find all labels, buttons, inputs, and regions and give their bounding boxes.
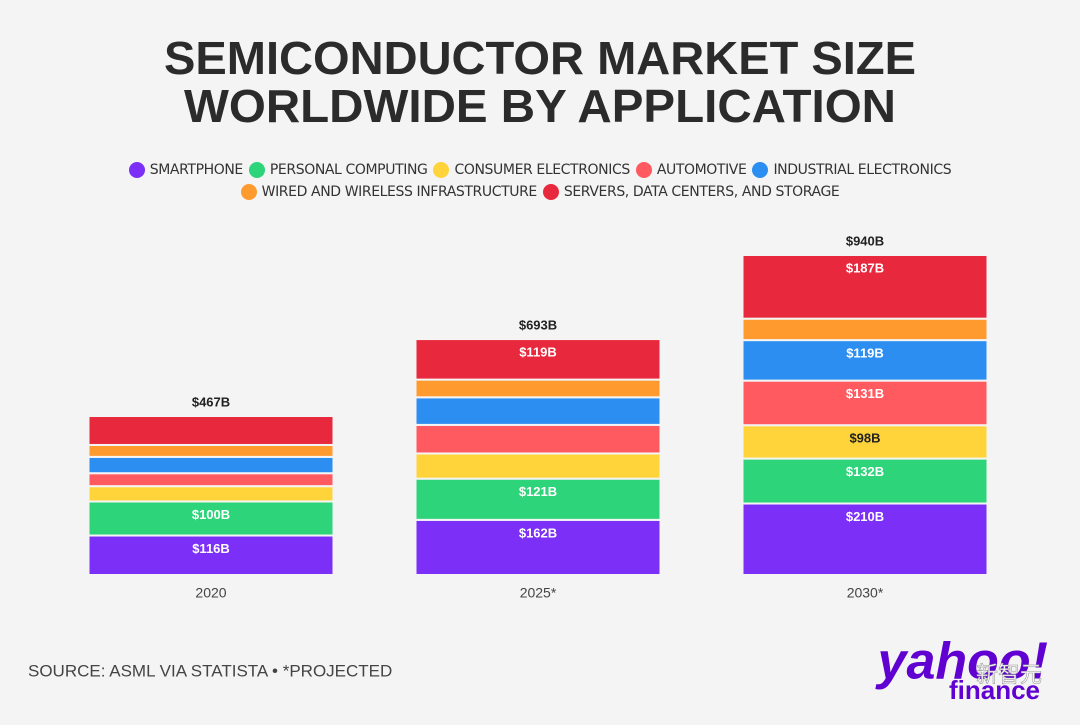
legend-swatch xyxy=(635,162,652,178)
value-label: $131B xyxy=(846,386,884,401)
bar-segment xyxy=(414,338,662,381)
legend-swatch xyxy=(248,162,265,178)
bar-segment xyxy=(741,317,989,342)
legend-item: AUTOMOTIVE xyxy=(635,162,747,178)
bar-segment xyxy=(414,518,662,577)
legend-label: PERSONAL COMPUTING xyxy=(269,162,428,178)
legend: WIRED AND WIRELESS INFRASTRUCTURE SERVERS… xyxy=(0,184,1080,200)
total-label: $940B xyxy=(846,233,884,248)
watermark: 新智元 xyxy=(976,662,1042,687)
legend: SMARTPHONE PERSONAL COMPUTING CONSUMER ELE… xyxy=(0,162,1080,178)
value-label: $132B xyxy=(846,464,884,479)
legend-item: CONSUMER ELECTRONICS xyxy=(433,162,630,178)
total-label: $467B xyxy=(192,394,230,409)
legend-item: INDUSTRIAL ELECTRONICS xyxy=(752,162,952,178)
logo: yahoo! xyxy=(875,633,1048,691)
bar-segment xyxy=(741,457,989,505)
value-label: $119B xyxy=(519,345,557,360)
bar-segment xyxy=(741,424,989,460)
value-label: $210B xyxy=(846,509,884,524)
bar-segment xyxy=(87,472,335,488)
legend-item: SMARTPHONE xyxy=(128,162,244,178)
legend-item: SERVERS, DATA CENTERS, AND STORAGE xyxy=(542,184,840,200)
value-label: $100B xyxy=(192,507,230,522)
value-label: $119B xyxy=(846,346,884,361)
source-note: SOURCE: ASML VIA STATISTA • *PROJECTED xyxy=(28,661,392,680)
legend-item: PERSONAL COMPUTING xyxy=(248,162,428,178)
x-tick-label: 2025* xyxy=(520,585,557,601)
value-label: $116B xyxy=(192,541,230,556)
bar-segment xyxy=(741,339,989,382)
value-label: $162B xyxy=(519,525,557,540)
chart-title: SEMICONDUCTOR MARKET SIZE xyxy=(164,32,916,84)
chart-title: WORLDWIDE BY APPLICATION xyxy=(184,80,896,132)
bar-segment xyxy=(87,415,335,446)
legend-swatch xyxy=(128,162,145,178)
bar-segment xyxy=(87,455,335,475)
legend-label: INDUSTRIAL ELECTRONICS xyxy=(773,162,952,178)
bar-segment xyxy=(414,396,662,426)
bar-segment xyxy=(741,502,989,577)
legend-item: WIRED AND WIRELESS INFRASTRUCTURE xyxy=(240,184,538,200)
legend-label: WIRED AND WIRELESS INFRASTRUCTURE xyxy=(261,184,538,200)
legend-swatch xyxy=(752,162,769,178)
legend-swatch xyxy=(542,184,559,200)
logo: finance xyxy=(949,675,1040,705)
bar-segment xyxy=(87,485,335,503)
x-tick-label: 2030* xyxy=(847,585,884,601)
x-tick-label: 2020 xyxy=(195,585,226,601)
legend-swatch xyxy=(433,162,450,178)
value-label: $187B xyxy=(846,260,884,275)
bar-segment xyxy=(87,500,335,537)
total-label: $693B xyxy=(519,318,557,333)
legend-label: SMARTPHONE xyxy=(149,162,244,178)
bar-segment xyxy=(414,452,662,480)
bar-segment xyxy=(414,423,662,455)
legend-swatch xyxy=(240,184,257,200)
legend-label: CONSUMER ELECTRONICS xyxy=(454,162,630,178)
bar-segment xyxy=(414,378,662,399)
value-label: $98B xyxy=(849,431,880,446)
legend-label: AUTOMOTIVE xyxy=(656,162,747,178)
bar-segment xyxy=(741,254,989,320)
value-label: $121B xyxy=(519,484,557,499)
legend-label: SERVERS, DATA CENTERS, AND STORAGE xyxy=(563,184,840,200)
bar-segment xyxy=(87,443,335,458)
